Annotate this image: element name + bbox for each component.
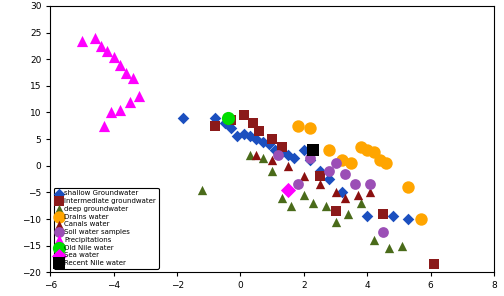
shallow Groundwater [246, 134, 254, 139]
Drains water [338, 158, 346, 163]
Sea water [284, 187, 292, 192]
Soil water samples [366, 182, 374, 187]
Canals water [354, 193, 362, 197]
Soil water samples [293, 182, 301, 187]
Soil water samples [341, 171, 349, 176]
Intermediate groundwater [316, 174, 324, 179]
shallow Groundwater [306, 158, 314, 163]
deep groundwater [287, 203, 295, 208]
Canals water [366, 190, 374, 195]
Precipitations [135, 94, 143, 99]
Canals water [253, 153, 261, 157]
Intermediate groundwater [211, 123, 219, 128]
Drains water [306, 126, 314, 131]
Drains water [363, 147, 371, 152]
shallow Groundwater [389, 214, 397, 219]
shallow Groundwater [211, 115, 219, 120]
Precipitations [78, 38, 86, 43]
Soil water samples [306, 155, 314, 160]
Precipitations [129, 75, 137, 80]
Drains water [417, 217, 425, 221]
Intermediate groundwater [249, 121, 257, 126]
Drains water [325, 147, 333, 152]
shallow Groundwater [259, 139, 267, 144]
Intermediate groundwater [430, 262, 438, 267]
deep groundwater [322, 203, 330, 208]
Canals water [268, 158, 276, 163]
Precipitations [125, 99, 134, 104]
shallow Groundwater [227, 126, 235, 131]
Soil water samples [325, 169, 333, 173]
shallow Groundwater [253, 137, 261, 141]
deep groundwater [369, 238, 377, 243]
Precipitations [116, 107, 124, 112]
deep groundwater [344, 211, 352, 216]
Canals water [284, 163, 292, 168]
deep groundwater [259, 155, 267, 160]
deep groundwater [309, 201, 318, 205]
shallow Groundwater [338, 190, 346, 195]
shallow Groundwater [265, 142, 273, 147]
Intermediate groundwater [239, 113, 247, 118]
Canals water [341, 195, 349, 200]
Intermediate groundwater [332, 209, 340, 213]
deep groundwater [268, 169, 276, 173]
Canals water [316, 182, 324, 187]
Precipitations [110, 54, 118, 59]
Precipitations [122, 70, 131, 75]
Precipitations [91, 36, 99, 40]
Intermediate groundwater [256, 129, 264, 133]
Precipitations [116, 62, 124, 67]
Drains water [369, 150, 377, 155]
Intermediate groundwater [227, 118, 235, 123]
shallow Groundwater [290, 155, 298, 160]
Canals water [332, 190, 340, 195]
shallow Groundwater [404, 217, 412, 221]
shallow Groundwater [239, 131, 247, 136]
Precipitations [100, 123, 108, 128]
Drains water [293, 123, 301, 128]
Intermediate groundwater [379, 211, 387, 216]
deep groundwater [357, 201, 365, 205]
shallow Groundwater [284, 153, 292, 157]
Old Nile water [224, 115, 232, 120]
Intermediate groundwater [278, 145, 286, 149]
Legend: shallow Groundwater, Intermediate groundwater, deep groundwater, Drains water, C: shallow Groundwater, Intermediate ground… [54, 188, 159, 269]
deep groundwater [199, 187, 207, 192]
Drains water [382, 161, 390, 165]
shallow Groundwater [278, 150, 286, 155]
Drains water [357, 145, 365, 149]
Drains water [376, 158, 384, 163]
deep groundwater [332, 219, 340, 224]
Precipitations [103, 49, 111, 54]
deep groundwater [300, 193, 308, 197]
deep groundwater [246, 153, 254, 157]
Precipitations [106, 110, 114, 115]
shallow Groundwater [363, 214, 371, 219]
deep groundwater [278, 195, 286, 200]
Drains water [347, 161, 355, 165]
shallow Groundwater [300, 147, 308, 152]
Soil water samples [350, 182, 358, 187]
shallow Groundwater [221, 121, 229, 126]
Intermediate groundwater [268, 137, 276, 141]
deep groundwater [386, 246, 394, 251]
shallow Groundwater [271, 147, 279, 152]
deep groundwater [398, 243, 406, 248]
shallow Groundwater [325, 177, 333, 181]
shallow Groundwater [316, 169, 324, 173]
Drains water [404, 185, 412, 189]
shallow Groundwater [233, 134, 241, 139]
Soil water samples [379, 230, 387, 235]
Recent Nile water [309, 147, 318, 152]
Soil water samples [275, 153, 283, 157]
Precipitations [97, 44, 105, 48]
shallow Groundwater [179, 115, 187, 120]
Soil water samples [332, 161, 340, 165]
Canals water [300, 174, 308, 179]
